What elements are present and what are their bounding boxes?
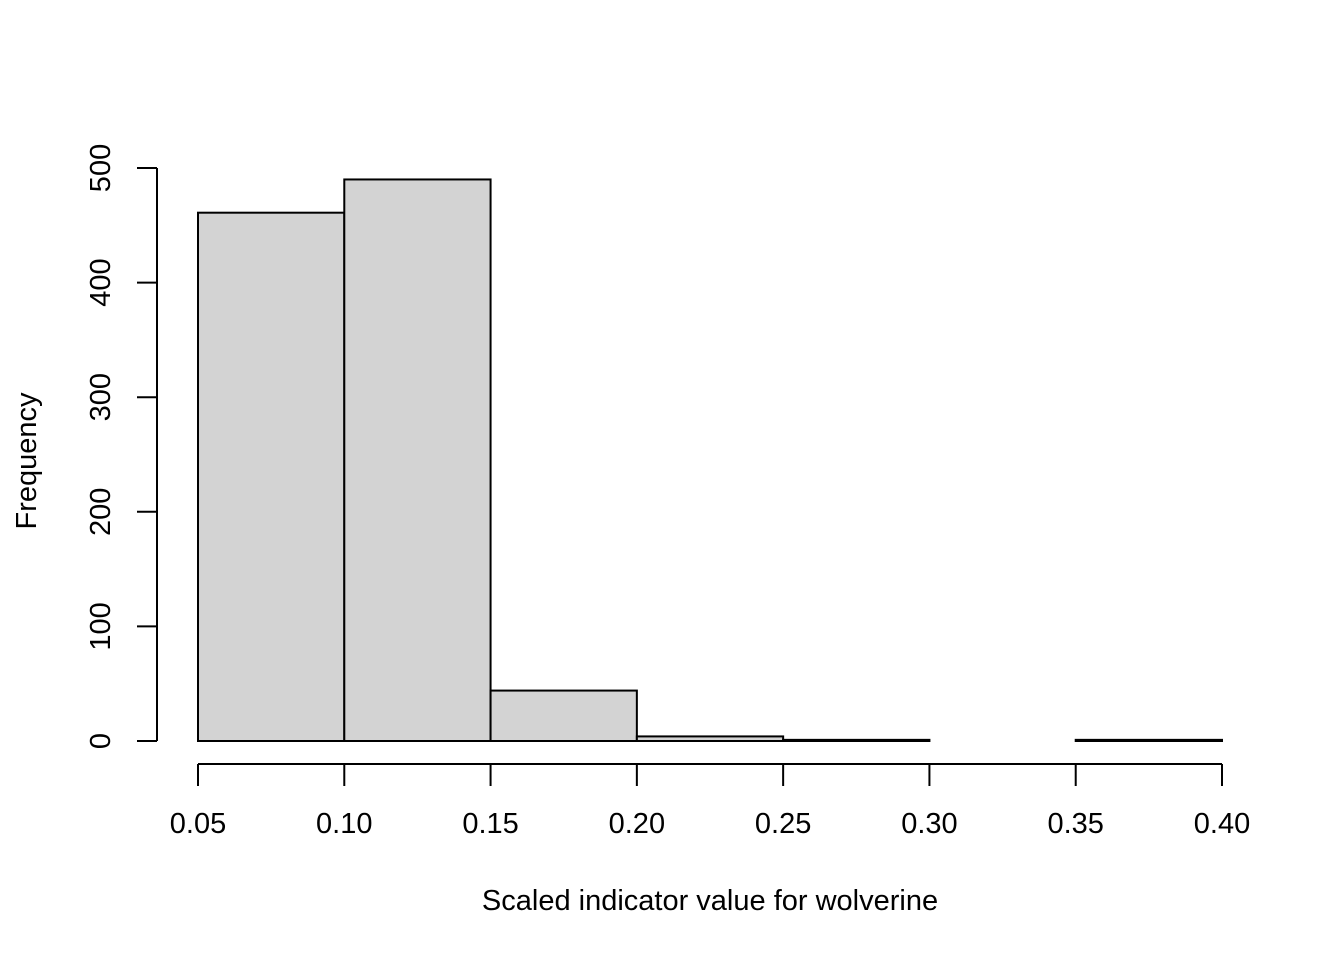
histogram-bar-2: [489, 689, 638, 742]
histogram-bars: [197, 178, 1223, 743]
histogram-bar-4: [782, 738, 931, 743]
y-tick-label: 0: [85, 733, 117, 749]
y-axis: 0 100 200 300 400 500: [85, 144, 158, 749]
x-tick-label: 0.25: [755, 808, 811, 840]
histogram-bar-1: [343, 178, 492, 742]
histogram-bar-3: [635, 735, 785, 743]
x-axis: 0.05 0.10 0.15 0.20 0.25 0.30 0.35 0.40: [170, 763, 1250, 840]
x-tick-label: 0.10: [316, 808, 372, 840]
x-tick-label: 0.35: [1047, 808, 1103, 840]
x-tick-label: 0.30: [901, 808, 957, 840]
x-axis-label: Scaled indicator value for wolverine: [482, 885, 938, 917]
y-tick-label: 200: [85, 488, 117, 536]
y-tick-label: 400: [85, 258, 117, 306]
x-tick-label: 0.20: [609, 808, 665, 840]
x-tick-label: 0.40: [1194, 808, 1250, 840]
y-tick-label: 300: [85, 373, 117, 421]
y-tick-label: 500: [85, 144, 117, 192]
histogram-bar-0: [197, 211, 346, 743]
histogram-bar-6: [1074, 738, 1223, 743]
x-tick-label: 0.15: [462, 808, 518, 840]
y-axis-label: Frequency: [11, 392, 43, 530]
x-tick-label: 0.05: [170, 808, 226, 840]
y-tick-label: 100: [85, 602, 117, 650]
